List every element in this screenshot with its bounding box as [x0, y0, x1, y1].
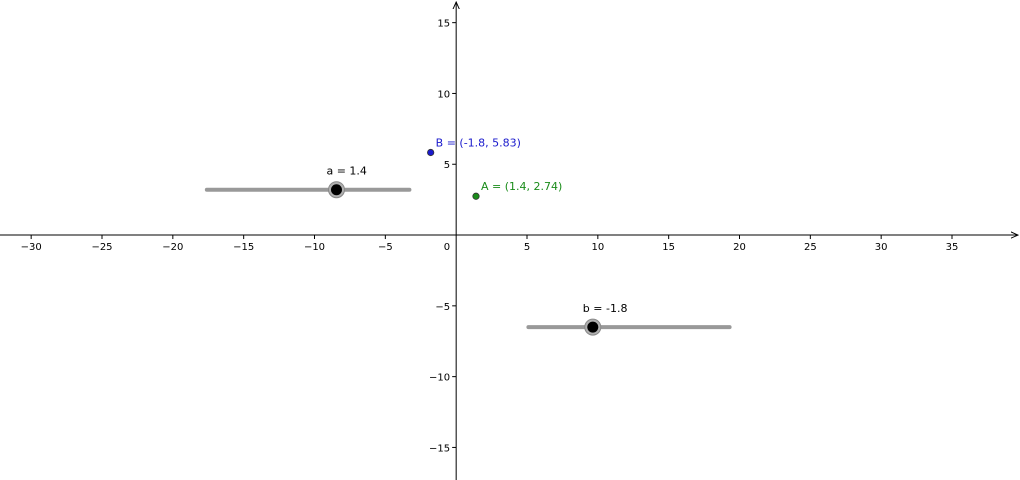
- point-A[interactable]: A = (1.4, 2.74): [472, 180, 562, 200]
- sliders[interactable]: a = 1.4 b = -1.8: [204, 165, 732, 336]
- x-tick-label: 30: [875, 242, 888, 253]
- x-tick-label: 20: [733, 242, 746, 253]
- origin-label: 0: [444, 242, 450, 253]
- slider-label: b = -1.8: [583, 302, 628, 315]
- point-B[interactable]: B = (-1.8, 5.83): [427, 136, 521, 157]
- x-tick-label: −20: [162, 242, 183, 253]
- x-tick-label: 10: [591, 242, 604, 253]
- y-tick-label: −10: [429, 373, 450, 384]
- x-tick-label: −25: [91, 242, 112, 253]
- point-B-label: B = (-1.8, 5.83): [436, 136, 521, 149]
- slider-knob[interactable]: [587, 321, 599, 333]
- x-tick-label: 15: [662, 242, 675, 253]
- y-tick-label: 15: [437, 19, 450, 30]
- point-B-marker[interactable]: [427, 148, 435, 157]
- y-tick-label: −5: [435, 302, 450, 313]
- x-tick-label: 25: [804, 242, 817, 253]
- x-tick-label: −10: [304, 242, 325, 253]
- point-A-marker[interactable]: [472, 192, 480, 200]
- y-tick-label: −15: [429, 443, 450, 454]
- tick-labels: −30 −25 −20 −15 −10 −5 5 10 15 20 25 30 35 15 10 5 −5 −10…: [21, 19, 959, 455]
- points[interactable]: B = (-1.8, 5.83) A = (1.4, 2.74): [427, 136, 562, 200]
- y-tick-label: 5: [444, 160, 450, 171]
- y-tick-label: 10: [437, 89, 450, 100]
- x-tick-label: −15: [233, 242, 254, 253]
- slider-b[interactable]: b = -1.8: [526, 302, 732, 336]
- x-tick-label: −30: [21, 242, 42, 253]
- slider-label: a = 1.4: [326, 165, 366, 178]
- x-tick-label: 35: [946, 242, 959, 253]
- slider-a[interactable]: a = 1.4: [204, 165, 412, 199]
- slider-knob[interactable]: [330, 184, 342, 196]
- x-tick-label: −5: [378, 242, 393, 253]
- x-tick-label: 5: [524, 242, 530, 253]
- point-A-label: A = (1.4, 2.74): [481, 180, 562, 193]
